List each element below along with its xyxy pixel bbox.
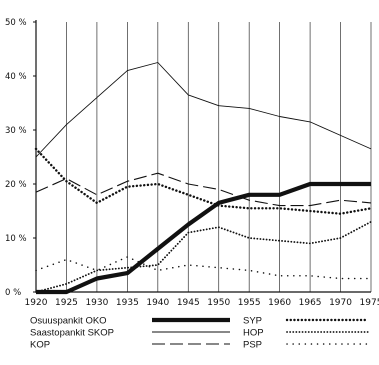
x-tick-label: 1965 xyxy=(299,298,322,308)
x-tick-label: 1925 xyxy=(55,298,78,308)
y-tick-label: 10 % xyxy=(5,234,27,244)
series-lines xyxy=(34,62,373,295)
y-tick-label: 0 % xyxy=(5,288,21,298)
x-tick-label: 1945 xyxy=(177,298,200,308)
y-tick-label: 50 % xyxy=(5,18,27,28)
y-tick-label: 20 % xyxy=(5,180,27,190)
y-tick-label: 40 % xyxy=(5,72,27,82)
x-tick-label: 1930 xyxy=(85,298,108,308)
legend-label: HOP xyxy=(243,328,264,339)
x-tick-label: 1975 xyxy=(360,298,379,308)
legend-label: Osuuspankit OKO xyxy=(30,316,107,327)
legend-label: Saastopankit SKOP xyxy=(30,328,114,339)
x-tick-label: 1960 xyxy=(268,298,291,308)
x-tick-label: 1955 xyxy=(238,298,261,308)
x-tick-label: 1920 xyxy=(25,298,48,308)
series-line-oko xyxy=(36,181,371,295)
x-tick-label: 1935 xyxy=(116,298,139,308)
grid xyxy=(66,22,372,292)
y-axis: 0 % 10 % 20 % 30 % 40 % 50 % xyxy=(5,18,37,298)
series-line-psp xyxy=(35,256,372,280)
legend-label: SYP xyxy=(243,316,262,327)
legend-label: KOP xyxy=(30,340,50,351)
legend-label: PSP xyxy=(243,340,262,351)
x-tick-label: 1940 xyxy=(146,298,169,308)
x-axis: 1920 1925 1930 1935 1940 1945 1950 1955 1960 1965… xyxy=(25,291,379,308)
series-line-skop xyxy=(35,62,372,158)
y-tick-label: 30 % xyxy=(5,126,27,136)
series-line-kop xyxy=(35,172,372,207)
x-tick-label: 1950 xyxy=(207,298,230,308)
series-line-hop xyxy=(35,220,372,293)
x-tick-label: 1970 xyxy=(329,298,352,308)
series-line-syp xyxy=(34,147,373,215)
